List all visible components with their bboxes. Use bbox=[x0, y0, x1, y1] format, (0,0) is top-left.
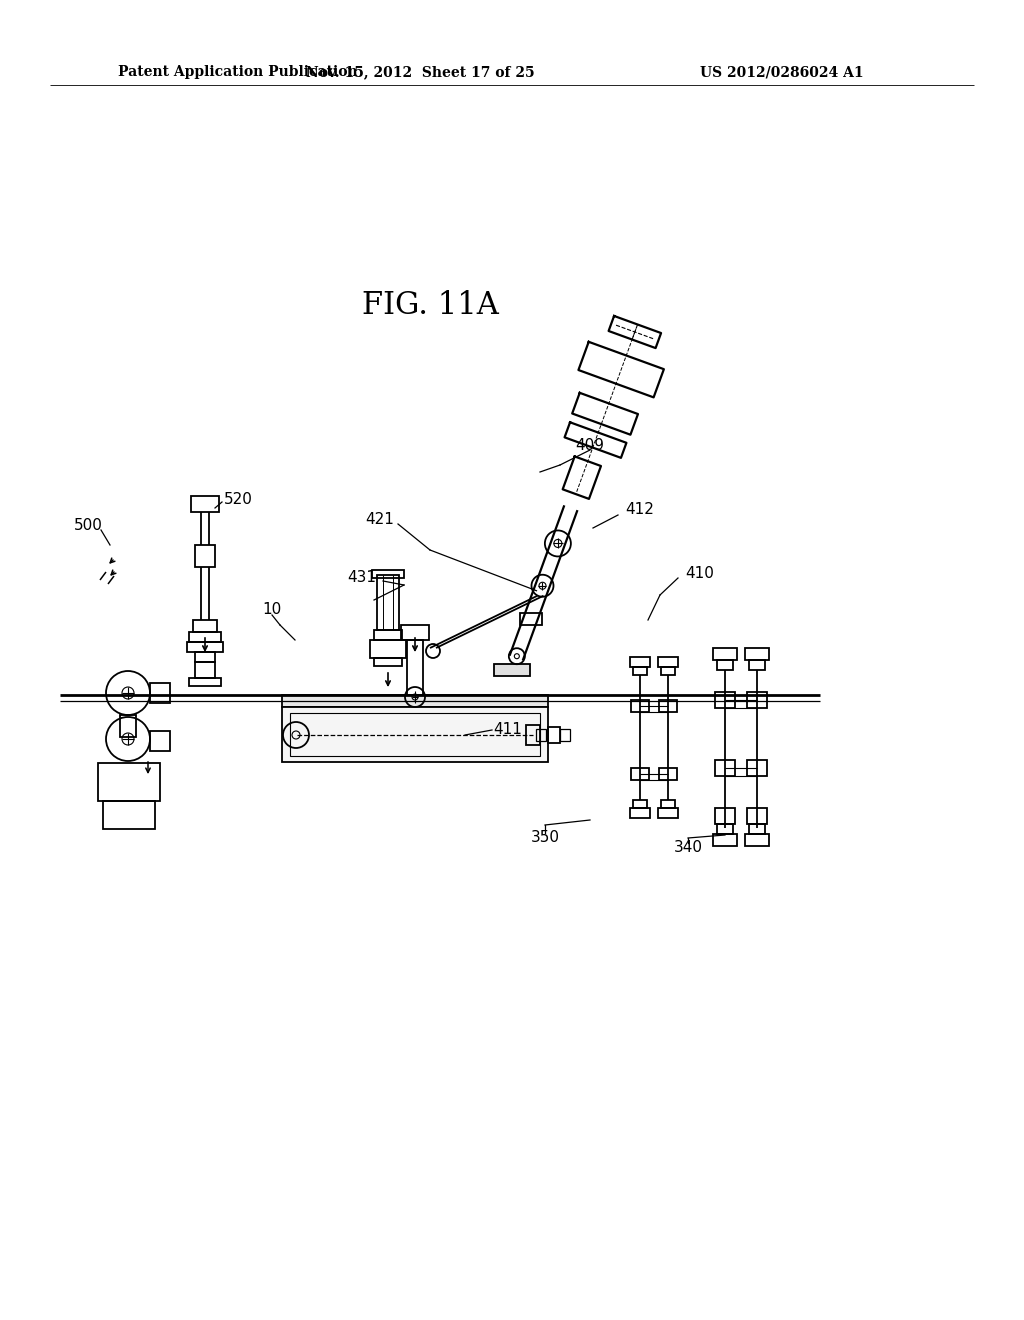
Bar bbox=[662, 800, 675, 808]
Text: 431: 431 bbox=[347, 570, 377, 586]
Bar bbox=[631, 768, 649, 780]
Bar bbox=[633, 800, 647, 808]
Text: 411: 411 bbox=[494, 722, 522, 738]
Bar bbox=[494, 664, 529, 676]
Bar bbox=[401, 624, 429, 640]
Bar bbox=[519, 612, 542, 624]
Bar bbox=[717, 824, 733, 834]
Bar bbox=[630, 808, 650, 818]
Bar bbox=[548, 727, 560, 743]
Bar bbox=[662, 667, 675, 675]
Bar bbox=[282, 708, 548, 762]
Bar bbox=[103, 801, 155, 829]
Text: 421: 421 bbox=[366, 512, 394, 528]
Bar bbox=[745, 834, 769, 846]
Bar bbox=[187, 642, 223, 652]
Bar bbox=[715, 760, 735, 776]
Text: 10: 10 bbox=[262, 602, 282, 618]
Text: 500: 500 bbox=[74, 517, 102, 532]
Bar bbox=[745, 648, 769, 660]
Bar bbox=[630, 657, 650, 667]
Bar bbox=[633, 667, 647, 675]
Bar bbox=[290, 713, 540, 756]
Bar bbox=[150, 682, 170, 704]
Bar bbox=[407, 640, 423, 696]
Bar bbox=[659, 700, 677, 711]
Bar bbox=[631, 700, 649, 711]
Bar bbox=[713, 834, 737, 846]
Text: 409: 409 bbox=[575, 437, 604, 453]
Bar bbox=[526, 725, 540, 744]
Bar bbox=[536, 729, 546, 741]
Bar bbox=[715, 808, 735, 824]
Bar bbox=[191, 496, 219, 512]
Bar bbox=[370, 640, 406, 657]
Bar bbox=[195, 663, 215, 678]
Bar bbox=[372, 570, 404, 578]
Bar bbox=[746, 808, 767, 824]
Bar bbox=[374, 657, 402, 667]
Bar bbox=[746, 760, 767, 776]
Text: FIG. 11A: FIG. 11A bbox=[361, 289, 499, 321]
Bar bbox=[120, 715, 136, 737]
Bar bbox=[377, 576, 399, 630]
Bar bbox=[658, 808, 678, 818]
Bar bbox=[282, 696, 548, 708]
Bar bbox=[189, 632, 221, 642]
Bar bbox=[560, 729, 570, 741]
Text: Patent Application Publication: Patent Application Publication bbox=[118, 65, 357, 79]
Text: 520: 520 bbox=[223, 492, 253, 507]
Bar bbox=[717, 660, 733, 671]
Bar bbox=[374, 630, 402, 640]
Bar bbox=[749, 824, 765, 834]
Bar bbox=[746, 692, 767, 708]
Text: 340: 340 bbox=[674, 841, 702, 855]
Bar bbox=[749, 660, 765, 671]
Bar bbox=[193, 620, 217, 632]
Bar bbox=[713, 648, 737, 660]
Text: 412: 412 bbox=[626, 503, 654, 517]
Text: 410: 410 bbox=[685, 565, 715, 581]
Bar bbox=[658, 657, 678, 667]
Bar bbox=[195, 545, 215, 568]
Bar bbox=[715, 692, 735, 708]
Text: Nov. 15, 2012  Sheet 17 of 25: Nov. 15, 2012 Sheet 17 of 25 bbox=[306, 65, 535, 79]
Bar bbox=[195, 652, 215, 663]
Text: US 2012/0286024 A1: US 2012/0286024 A1 bbox=[700, 65, 863, 79]
Bar bbox=[98, 763, 160, 801]
Bar bbox=[659, 768, 677, 780]
Bar bbox=[150, 731, 170, 751]
Text: 350: 350 bbox=[530, 830, 559, 846]
Bar bbox=[189, 678, 221, 686]
